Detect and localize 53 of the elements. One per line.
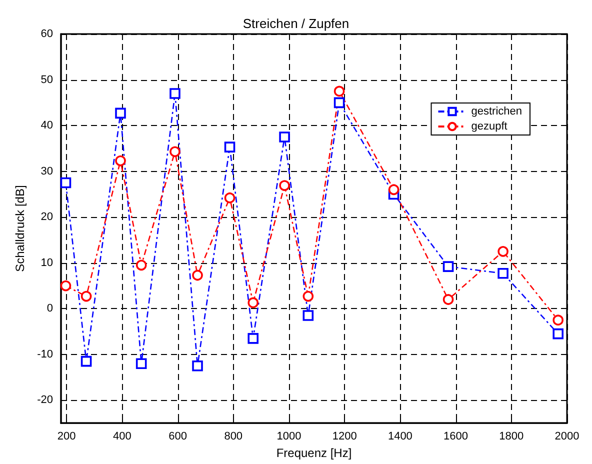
point xyxy=(279,132,290,142)
x-tick-label: 400 xyxy=(112,430,132,443)
x-axis-title: Frequenz [Hz] xyxy=(276,446,352,460)
point xyxy=(302,290,314,302)
point xyxy=(136,260,147,271)
point xyxy=(60,177,72,188)
point xyxy=(248,297,259,308)
x-tick-label: 1000 xyxy=(276,430,302,443)
x-tick-label: 200 xyxy=(57,430,76,443)
y-tick-label: 30 xyxy=(40,165,53,178)
y-tick-label: -10 xyxy=(37,348,53,360)
y-tick-label: 20 xyxy=(40,211,53,224)
point xyxy=(442,294,454,305)
point xyxy=(115,155,126,166)
point xyxy=(498,246,508,257)
point xyxy=(388,184,400,196)
y-axis-title: Schalldruck [dB] xyxy=(13,185,28,272)
x-tick-label: 2000 xyxy=(554,430,580,443)
x-tick-label: 1400 xyxy=(388,430,412,443)
legend-label: gezupft xyxy=(471,120,508,132)
y-tick-label: 60 xyxy=(40,28,53,40)
point xyxy=(224,192,236,204)
point xyxy=(136,358,147,369)
point xyxy=(60,280,72,292)
point xyxy=(80,290,92,302)
point xyxy=(334,86,345,97)
chart-title: Streichen / Zupfen xyxy=(242,16,350,31)
x-tick-label: 800 xyxy=(224,430,243,443)
x-tick-label: 1600 xyxy=(444,430,468,443)
y-tick-label: 0 xyxy=(46,302,53,315)
x-tick-label: 1200 xyxy=(332,430,357,443)
y-tick-label: 10 xyxy=(40,256,53,269)
point xyxy=(80,356,92,367)
point xyxy=(192,360,203,372)
y-tick-label: 50 xyxy=(40,74,53,86)
point xyxy=(302,310,314,321)
point xyxy=(279,180,290,191)
x-tick-label: 600 xyxy=(168,430,187,443)
point xyxy=(248,333,259,344)
point xyxy=(334,97,345,108)
y-tick-label: -20 xyxy=(37,394,53,406)
point xyxy=(442,261,454,272)
point xyxy=(498,268,508,279)
point xyxy=(192,270,203,281)
point xyxy=(552,314,564,326)
y-tick-label: 40 xyxy=(40,120,53,132)
point xyxy=(170,88,180,99)
legend-label: gestrichen xyxy=(471,106,522,118)
x-tick-label: 1800 xyxy=(499,430,524,443)
point xyxy=(170,146,180,158)
point xyxy=(115,108,126,119)
point xyxy=(552,328,564,340)
point xyxy=(224,142,236,152)
